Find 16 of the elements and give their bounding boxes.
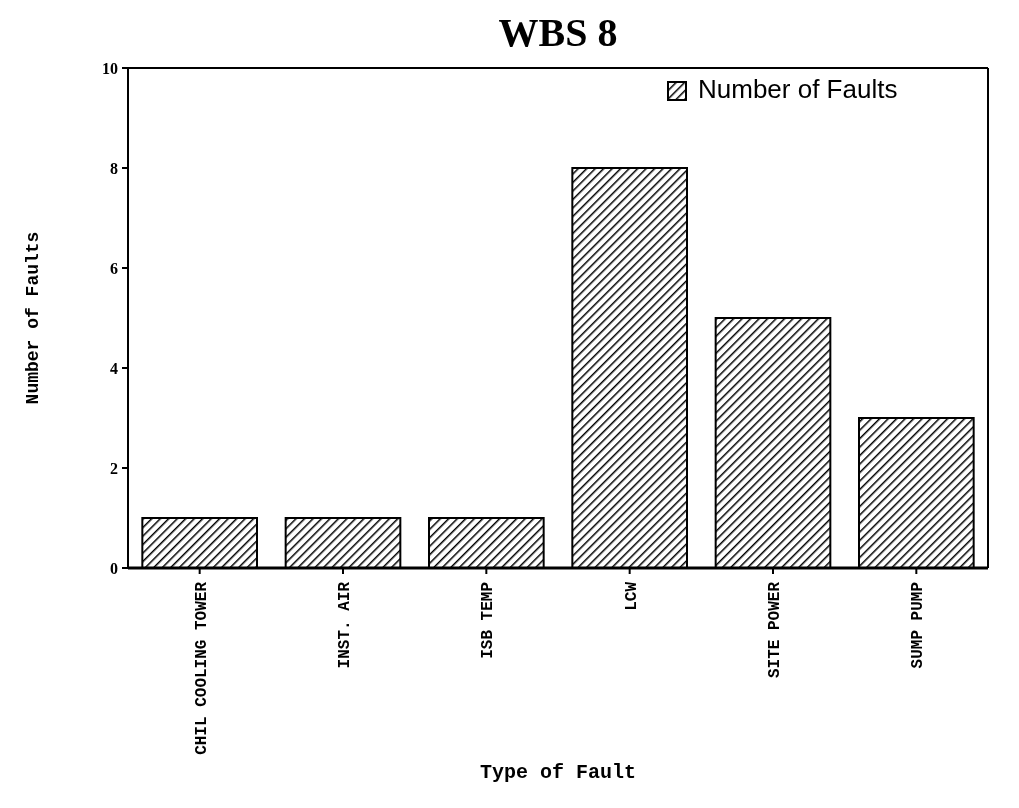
y-tick-label: 0 xyxy=(110,559,118,577)
chart-title: WBS 8 xyxy=(498,10,618,55)
y-tick-label: 2 xyxy=(110,459,118,477)
legend-label: Number of Faults xyxy=(698,74,898,104)
y-tick-label: 10 xyxy=(102,59,118,77)
y-tick-label: 6 xyxy=(110,259,118,277)
x-axis-title: Type of Fault xyxy=(479,761,637,784)
y-axis-title: Number of Faults xyxy=(23,231,43,405)
y-tick-label: 4 xyxy=(110,359,118,377)
x-tick-label: SUMP PUMP xyxy=(909,582,928,669)
y-tick-label: 8 xyxy=(110,159,118,177)
x-tick-label: INST. AIR xyxy=(336,581,354,669)
x-tick-label: LCW xyxy=(622,581,641,611)
x-tick-label: ISB TEMP xyxy=(479,582,498,659)
x-tick-label: CHIL COOLING TOWER xyxy=(192,581,211,755)
x-tick-label: SITE POWER xyxy=(766,581,784,679)
